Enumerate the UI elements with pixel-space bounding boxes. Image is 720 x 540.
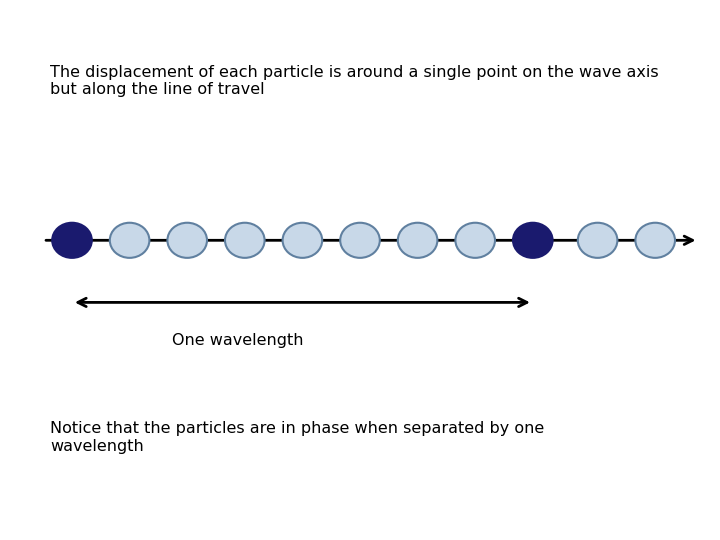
Text: The displacement of each particle is around a single point on the wave axis
but : The displacement of each particle is aro… <box>50 65 659 97</box>
Ellipse shape <box>397 222 438 258</box>
Ellipse shape <box>513 222 552 258</box>
Ellipse shape <box>109 222 150 258</box>
Ellipse shape <box>636 222 675 258</box>
Ellipse shape <box>282 222 323 258</box>
Ellipse shape <box>578 222 618 258</box>
Text: Notice that the particles are in phase when separated by one
wavelength: Notice that the particles are in phase w… <box>50 421 544 454</box>
Ellipse shape <box>225 222 265 258</box>
Ellipse shape <box>167 222 207 258</box>
Ellipse shape <box>53 222 92 258</box>
Ellipse shape <box>456 222 495 258</box>
Text: One wavelength: One wavelength <box>172 333 303 348</box>
Ellipse shape <box>340 222 380 258</box>
